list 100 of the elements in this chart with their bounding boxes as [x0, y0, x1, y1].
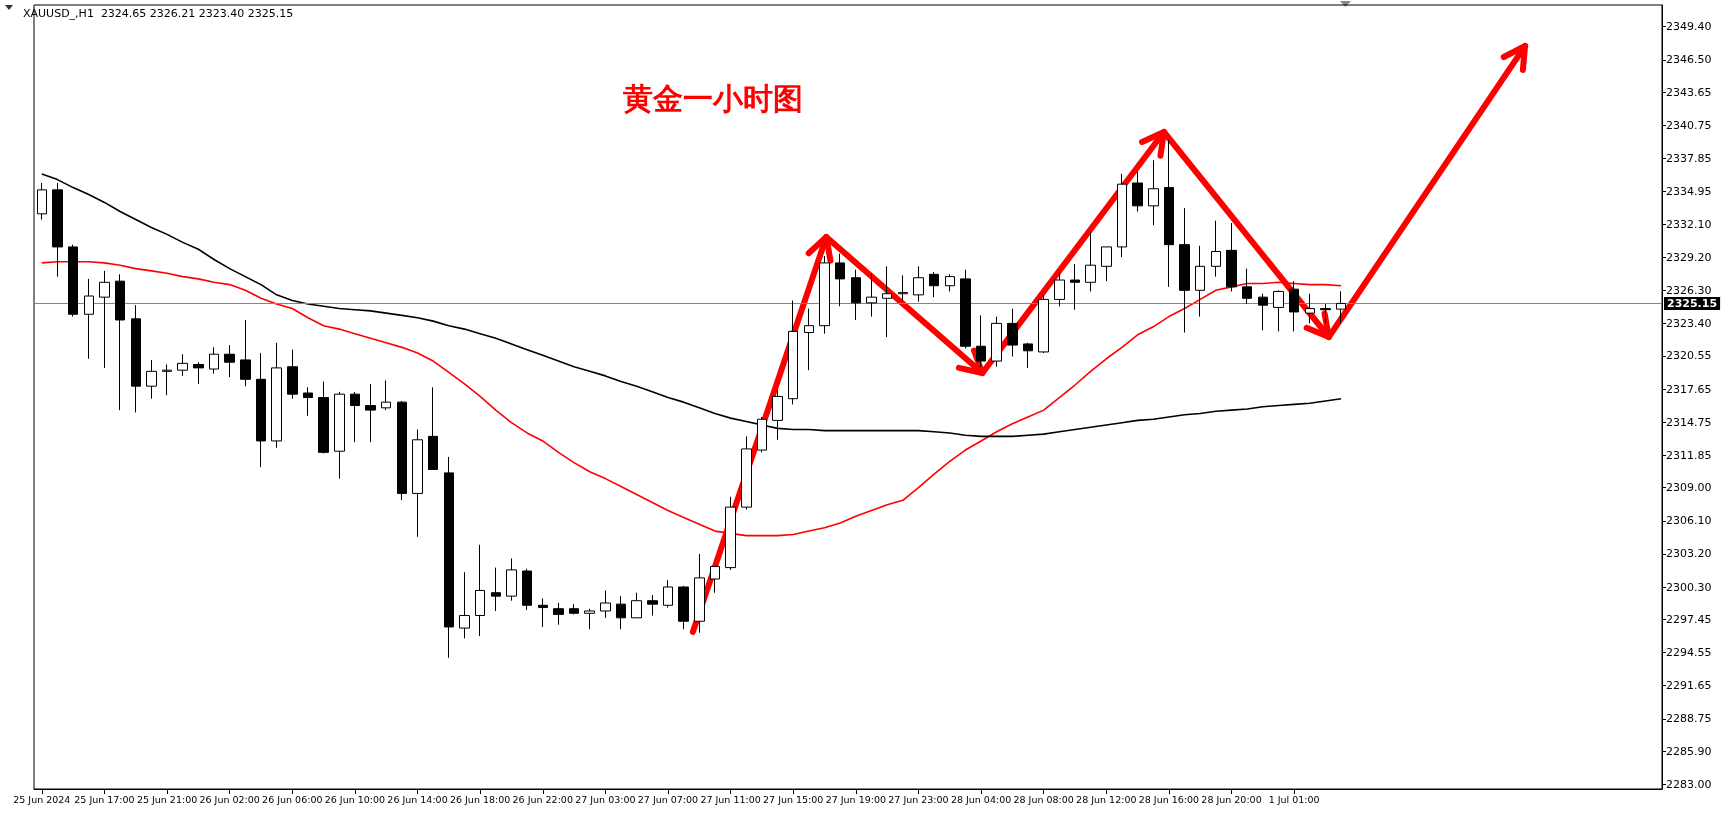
y-tick-label: 2346.50 — [1666, 53, 1712, 67]
candlestick — [929, 271, 939, 298]
candlestick — [1179, 207, 1190, 334]
y-tick-label: 2285.90 — [1666, 744, 1712, 758]
candlestick — [663, 579, 673, 609]
candlestick — [584, 608, 595, 630]
x-tick-label: 25 Jun 17:00 — [74, 793, 135, 805]
y-tick-label: 2317.65 — [1666, 382, 1712, 396]
y-tick-label: 2334.95 — [1666, 185, 1712, 199]
y-tick-label: 2326.30 — [1666, 283, 1712, 297]
x-tick-label: 26 Jun 18:00 — [449, 793, 511, 805]
candlestick — [866, 272, 877, 318]
candlestick — [162, 363, 172, 396]
candlestick — [1195, 245, 1205, 318]
candlestick — [1289, 280, 1299, 332]
y-tick-label: 2291.65 — [1666, 679, 1712, 693]
chart-subtitle: XAUUSD_,H1 2324.65 2326.21 2323.40 2325.15 — [23, 7, 294, 20]
y-tick-label: 2294.55 — [1666, 646, 1712, 660]
y-tick-label: 2343.65 — [1666, 85, 1712, 99]
candlestick — [945, 273, 955, 292]
candlestick — [710, 565, 720, 594]
candlestick — [538, 597, 548, 628]
candlestick — [522, 568, 532, 611]
candlestick — [224, 344, 235, 378]
candlestick — [1226, 222, 1237, 292]
candlestick — [99, 270, 110, 369]
candlestick — [1007, 308, 1018, 357]
candlestick — [1085, 231, 1096, 292]
candlestick — [177, 353, 188, 377]
candlestick — [444, 456, 454, 659]
candlestick — [1038, 294, 1049, 354]
x-tick-label: 27 Jun 19:00 — [825, 793, 887, 805]
candlestick — [835, 253, 845, 307]
candlestick — [1132, 171, 1143, 213]
candlestick — [303, 386, 313, 417]
candlestick — [976, 314, 986, 368]
candlestick — [240, 319, 251, 387]
y-tick-label: 2303.20 — [1666, 547, 1712, 561]
candlestick — [1101, 246, 1112, 282]
candlestick — [741, 435, 752, 510]
candlestick — [115, 273, 125, 411]
candlestick — [428, 386, 438, 470]
x-tick-label: 27 Jun 15:00 — [763, 793, 824, 805]
y-tick-label: 2323.40 — [1666, 316, 1712, 330]
candlestick — [991, 316, 1002, 368]
y-tick-label: 2300.30 — [1666, 580, 1712, 594]
y-tick-label: 2283.00 — [1666, 777, 1712, 791]
x-tick-label: 25 Jun 2024 — [13, 793, 71, 805]
candlestick — [1336, 290, 1346, 324]
candlestick — [647, 594, 658, 617]
candlestick — [412, 429, 423, 538]
candlestick — [287, 349, 298, 400]
x-tick-label: 26 Jun 06:00 — [262, 793, 323, 805]
candlestick — [146, 359, 157, 400]
candlestick — [1211, 220, 1221, 278]
candlestick — [68, 244, 78, 318]
candlestick — [84, 278, 94, 360]
y-tick-label: 2306.10 — [1666, 514, 1712, 528]
candlestick — [1148, 159, 1159, 226]
candlestick — [1242, 268, 1252, 305]
candlestick — [1258, 293, 1268, 331]
candlestick — [600, 589, 611, 619]
candlestick — [209, 346, 219, 375]
candlestick — [1054, 272, 1065, 307]
y-tick-label: 2320.55 — [1666, 349, 1712, 363]
candlestick — [631, 592, 642, 619]
candlestick — [804, 308, 814, 371]
y-tick-label: 2337.85 — [1666, 151, 1712, 165]
candlestick — [1320, 303, 1331, 324]
candlestick — [1023, 342, 1033, 369]
candlestick — [491, 567, 501, 612]
candlestick — [350, 391, 360, 443]
x-tick-label: 26 Jun 14:00 — [387, 793, 448, 805]
candlestick — [616, 595, 626, 630]
x-tick-label: 26 Jun 22:00 — [512, 793, 573, 805]
candlestick — [819, 255, 830, 335]
x-tick-label: 26 Jun 02:00 — [199, 793, 260, 805]
candlestick — [365, 383, 376, 443]
candlestick — [256, 352, 266, 468]
candlestick — [193, 361, 204, 385]
x-tick-label: 1 Jul 01:00 — [1268, 793, 1320, 805]
candlestick — [459, 571, 470, 639]
candlestick — [381, 379, 391, 411]
y-tick-label: 2309.00 — [1666, 481, 1712, 495]
candlestick — [851, 269, 861, 321]
candlestick — [1273, 289, 1284, 332]
candlestick — [131, 304, 141, 413]
x-tick-label: 27 Jun 07:00 — [637, 793, 699, 805]
candlestick — [725, 496, 736, 571]
candlestick — [553, 602, 564, 626]
x-tick-label: 27 Jun 03:00 — [575, 793, 636, 805]
candlestick — [694, 553, 705, 634]
x-tick-label: 28 Jun 04:00 — [950, 793, 1012, 805]
candlestick — [898, 274, 908, 302]
y-tick-label: 2332.10 — [1666, 217, 1712, 231]
x-tick-label: 25 Jun 21:00 — [136, 793, 198, 805]
y-tick-label: 2288.75 — [1666, 712, 1712, 726]
candlestick — [960, 269, 971, 349]
y-tick-label: 2311.85 — [1666, 448, 1712, 462]
text: 黄金一小时图 — [623, 80, 803, 116]
